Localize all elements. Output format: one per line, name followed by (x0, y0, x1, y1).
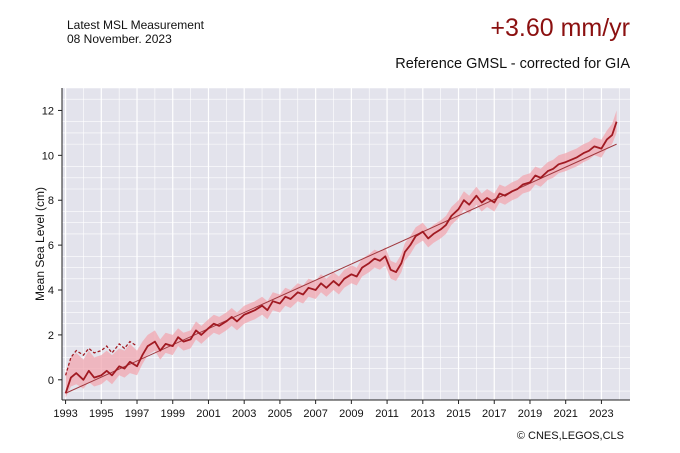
x-tick-label: 1997 (125, 408, 149, 420)
x-tick-label: 2019 (518, 408, 542, 420)
y-tick-label: 2 (48, 330, 54, 342)
x-tick-label: 2021 (553, 408, 577, 420)
x-tick-label: 2003 (232, 408, 256, 420)
x-tick-label: 2017 (482, 408, 506, 420)
x-tick-label: 2001 (196, 408, 220, 420)
x-tick-label: 2011 (375, 408, 399, 420)
latest-measurement-block: Latest MSL Measurement 08 November. 2023 (67, 18, 204, 46)
x-tick-label: 2023 (589, 408, 613, 420)
latest-measurement-label: Latest MSL Measurement (67, 18, 204, 32)
gmsl-series-line (64, 121, 618, 394)
trend-line (65, 143, 617, 394)
x-tick-label: 2015 (446, 408, 470, 420)
y-tick-label: 12 (42, 105, 54, 117)
y-axis-label: Mean Sea Level (cm) (33, 187, 47, 301)
x-tick-label: 2005 (268, 408, 292, 420)
x-tick-label: 1995 (89, 408, 113, 420)
y-tick-label: 10 (42, 150, 54, 162)
y-tick-label: 8 (48, 195, 54, 207)
x-tick-label: 2007 (303, 408, 327, 420)
copyright-credit: © CNES,LEGOS,CLS (516, 430, 624, 442)
y-tick-label: 4 (48, 285, 54, 297)
y-tick-label: 0 (48, 375, 54, 387)
y-tick-label: 6 (48, 240, 54, 252)
x-tick-label: 1999 (160, 408, 184, 420)
x-tick-label: 1993 (53, 408, 77, 420)
uncertainty-band (65, 110, 617, 398)
latest-measurement-date: 08 November. 2023 (67, 32, 172, 46)
early-dashed-line (64, 340, 138, 376)
x-tick-label: 2009 (339, 408, 363, 420)
trend-rate: +3.60 mm/yr (490, 14, 630, 42)
chart-subtitle: Reference GMSL - corrected for GIA (395, 56, 630, 72)
x-tick-label: 2013 (411, 408, 435, 420)
